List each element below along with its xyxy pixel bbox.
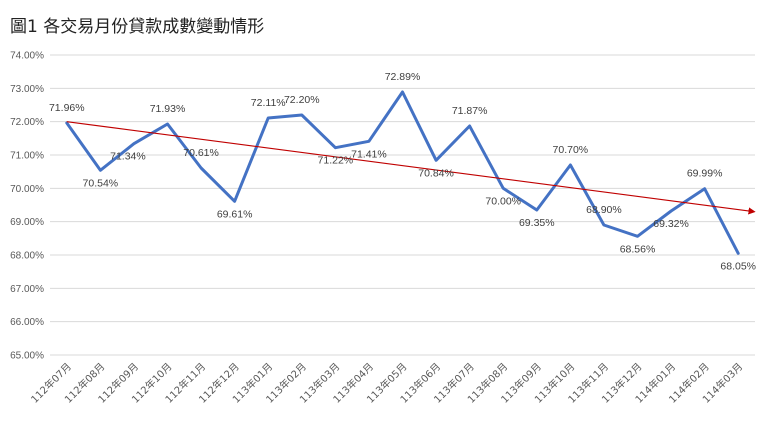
y-tick-label: 73.00%: [10, 84, 44, 95]
y-tick-label: 68.00%: [10, 251, 44, 262]
y-tick-label: 71.00%: [10, 151, 44, 162]
data-label: 70.61%: [183, 147, 219, 159]
y-tick-label: 65.00%: [10, 351, 44, 362]
data-label: 70.70%: [553, 144, 589, 156]
data-label: 71.87%: [452, 105, 488, 117]
y-tick-label: 69.00%: [10, 217, 44, 228]
data-label: 68.05%: [720, 260, 756, 272]
chart-title: 圖1 各交易月份貸款成數變動情形: [10, 17, 265, 37]
data-label: 69.35%: [519, 217, 555, 229]
data-label: 68.90%: [586, 204, 622, 216]
data-label: 72.89%: [385, 71, 421, 83]
y-tick-label: 66.00%: [10, 317, 44, 328]
y-tick-label: 70.00%: [10, 184, 44, 195]
data-label: 70.00%: [485, 195, 521, 207]
data-label: 72.20%: [284, 94, 320, 106]
data-label: 69.99%: [687, 168, 723, 180]
y-tick-label: 67.00%: [10, 284, 44, 295]
data-label: 70.84%: [418, 167, 454, 179]
data-label: 71.93%: [150, 103, 186, 115]
data-label: 69.61%: [217, 208, 253, 220]
y-tick-label: 72.00%: [10, 117, 44, 128]
data-label: 68.56%: [620, 243, 656, 255]
data-label: 71.22%: [318, 155, 354, 167]
data-label: 69.32%: [653, 218, 689, 230]
data-label: 72.11%: [251, 97, 286, 109]
data-label: 71.96%: [49, 102, 85, 114]
series-line: [65, 90, 740, 255]
data-label: 71.34%: [110, 151, 146, 163]
trendline: [66, 121, 756, 215]
data-label: 70.54%: [83, 177, 119, 189]
data-label: 71.41%: [351, 148, 387, 160]
y-tick-label: 74.00%: [10, 51, 44, 62]
